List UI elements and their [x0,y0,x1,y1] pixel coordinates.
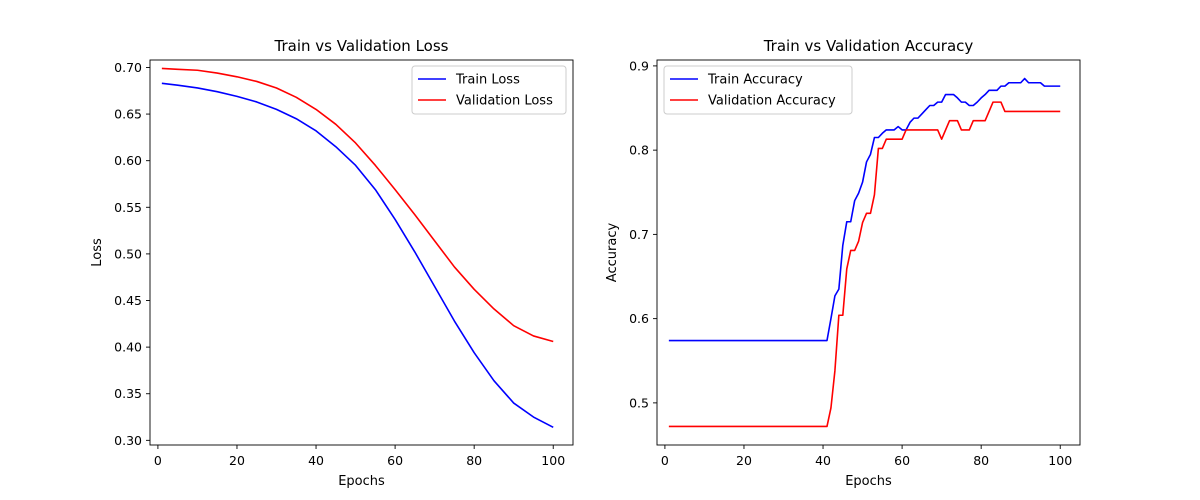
x-tick-label: 40 [308,453,324,468]
x-tick-label: 60 [387,453,403,468]
chart-title: Train vs Validation Accuracy [763,37,974,55]
x-tick-label: 60 [894,453,910,468]
x-axis-label: Epochs [845,474,892,489]
legend-entry-label: Validation Loss [456,94,553,109]
y-tick-label: 0.55 [114,200,142,215]
legend-entry-label: Train Accuracy [707,73,803,88]
accuracy-chart: 0 20 40 60 80 100 0.5 0.6 0.7 0.8 0.9 Train vs Vali… [605,37,1081,489]
y-tick-label: 0.65 [114,107,142,122]
x-tick-label: 20 [736,453,752,468]
y-tick-label: 0.5 [629,395,649,410]
x-tick-label: 0 [661,453,669,468]
series-line-train-accuracy [668,77,1061,342]
chart-title: Train vs Validation Loss [274,37,449,55]
legend-entry-label: Validation Accuracy [708,94,836,109]
x-tick-label: 0 [154,453,162,468]
series-line-train-loss [161,82,554,429]
series-line-validation-accuracy [668,101,1061,428]
legend-box [411,65,567,115]
y-tick-label: 0.30 [114,433,142,448]
y-tick-label: 0.8 [629,143,649,158]
series-line-validation-loss [161,67,554,343]
y-axis-label: Accuracy [605,223,620,283]
legend-box [663,65,853,115]
axes-frame [149,59,574,446]
y-tick-label: 0.6 [629,311,649,326]
x-axis-label: Epochs [338,474,385,489]
legend: Train Accuracy Validation Accuracy [663,65,853,115]
y-axis-label: Loss [90,238,105,267]
y-tick-label: 0.60 [114,153,142,168]
x-tick-label: 100 [1048,453,1072,468]
legend: Train Loss Validation Loss [411,65,567,115]
axes-frame [656,59,1081,446]
y-tick-label: 0.35 [114,386,142,401]
y-tick-label: 0.45 [114,293,142,308]
y-tick-label: 0.50 [114,246,142,261]
x-tick-label: 100 [541,453,565,468]
x-tick-label: 20 [229,453,245,468]
y-tick-label: 0.7 [629,227,649,242]
x-tick-label: 40 [815,453,831,468]
x-tick-label: 80 [973,453,989,468]
loss-chart: 0 20 40 60 80 100 0.30 0.35 0.40 0.45 0.50 0.55 0.60… [90,37,574,489]
x-tick-label: 80 [466,453,482,468]
y-tick-label: 0.70 [114,60,142,75]
y-tick-label: 0.40 [114,340,142,355]
legend-entry-label: Train Loss [455,73,520,88]
y-tick-label: 0.9 [629,58,649,73]
